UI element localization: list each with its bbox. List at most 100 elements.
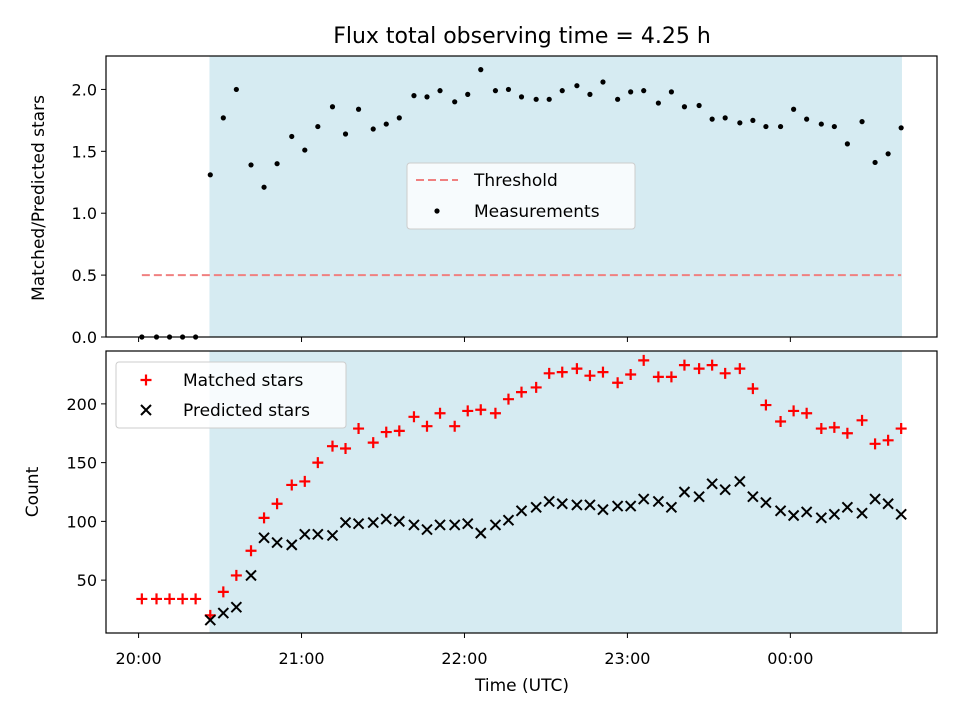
legend-predicted-label: Predicted stars [183, 401, 310, 421]
predicted-star-point [678, 486, 691, 498]
matched-star-point [271, 498, 283, 510]
y-tick-label: 1.5 [72, 142, 97, 161]
matched-star-point [719, 367, 731, 379]
measurement-point [777, 123, 784, 130]
measurement-point [872, 159, 878, 166]
measurement-point [248, 162, 254, 168]
predicted-star-point [299, 528, 311, 541]
measurement-point [207, 172, 213, 178]
predicted-star-point [869, 493, 881, 505]
measurement-point [628, 89, 634, 95]
measurement-point [478, 67, 484, 73]
matched-star-point [638, 354, 650, 366]
predicted-star-point [611, 500, 624, 512]
matched-star-point [421, 420, 433, 432]
predicted-star-point [326, 529, 339, 542]
matched-star-point [230, 569, 242, 581]
predicted-star-point [271, 536, 283, 549]
predicted-star-point [747, 490, 759, 503]
y-tick-label: 150 [66, 454, 97, 473]
predicted-star-point [217, 607, 230, 619]
bottom-y-axis-label: Count [23, 466, 43, 517]
matched-star-point [775, 416, 787, 427]
matched-star-point [612, 377, 624, 389]
matched-star-point [312, 457, 324, 469]
measurement-point [274, 161, 280, 167]
measurement-point [315, 123, 321, 130]
matched-star-point [543, 367, 555, 379]
legend-threshold-label: Threshold [473, 171, 558, 191]
predicted-star-point [462, 518, 474, 530]
measurement-point [763, 123, 769, 130]
measurement-point [342, 131, 349, 137]
predicted-star-point [434, 519, 446, 531]
predicted-star-point [408, 519, 420, 531]
legend-predicted-swatch [140, 404, 152, 416]
matched-star-point [502, 393, 514, 405]
predicted-star-point [828, 508, 841, 521]
top-y-axis-label: Matched/Predicted stars [29, 95, 49, 301]
matched-star-point [882, 434, 894, 446]
bottom-panel: 50 100 150 200 20:00 21:00 22:00 23:00 00:00 Matc… [66, 350, 938, 668]
top-panel: 0.0 0.5 1.0 1.5 2.0 Threshold Measurements [72, 55, 938, 347]
predicted-star-point [597, 503, 609, 516]
predicted-star-point [584, 499, 596, 511]
matched-star-point [597, 366, 609, 378]
matched-star-point [217, 586, 229, 598]
matched-star-point [164, 593, 176, 605]
measurement-point [465, 91, 471, 97]
predicted-star-point [665, 501, 678, 513]
measurement-point [587, 91, 593, 97]
y-tick-label: 2.0 [72, 80, 97, 99]
matched-star-point [678, 359, 690, 371]
measurement-point [518, 94, 525, 100]
measurement-point [722, 115, 728, 121]
matched-star-point [571, 363, 583, 375]
measurement-point [329, 104, 336, 110]
legend-box [115, 361, 347, 429]
measurement-point [791, 106, 797, 112]
measurement-point [804, 116, 810, 122]
measurement-point [737, 120, 743, 126]
measurement-point [546, 96, 552, 102]
x-tick-label: 00:00 [767, 649, 813, 668]
predicted-star-point [774, 505, 787, 517]
matched-star-point [326, 440, 338, 452]
y-tick-label: 50 [77, 571, 97, 590]
predicted-star-point [693, 490, 705, 503]
measurement-point [411, 93, 417, 99]
predicted-star-point [624, 500, 637, 512]
matched-star-point [353, 423, 365, 435]
measurement-point [302, 147, 308, 153]
matched-star-point [584, 370, 596, 382]
predicted-star-point [706, 478, 718, 490]
predicted-star-point [475, 527, 487, 539]
matched-star-point [136, 593, 148, 605]
measurement-point [261, 184, 267, 190]
measurement-point [452, 99, 458, 105]
measurement-point [437, 88, 443, 94]
predicted-star-point [204, 614, 216, 626]
measurement-point [709, 116, 715, 122]
matched-star-point [449, 420, 461, 432]
predicted-star-point [393, 515, 406, 528]
measurement-point [831, 123, 837, 130]
matched-star-point [434, 407, 446, 419]
matched-star-point [393, 425, 405, 437]
predicted-star-point [421, 523, 433, 536]
measurement-point [750, 117, 756, 123]
predicted-star-point [352, 518, 365, 530]
matched-star-point [340, 443, 352, 455]
top-legend: Threshold Measurements [406, 162, 636, 230]
matched-star-point [734, 363, 746, 375]
predicted-star-point [339, 516, 352, 529]
legend-matched-label: Matched stars [183, 371, 303, 391]
matched-star-point [475, 404, 487, 416]
matched-star-point [516, 386, 527, 398]
predicted-star-point [230, 601, 243, 613]
axes-frame [105, 55, 938, 338]
y-tick-label: 100 [66, 512, 97, 531]
measurement-point [396, 115, 402, 121]
matched-star-point [380, 426, 392, 438]
x-tick-label: 20:00 [116, 649, 162, 668]
